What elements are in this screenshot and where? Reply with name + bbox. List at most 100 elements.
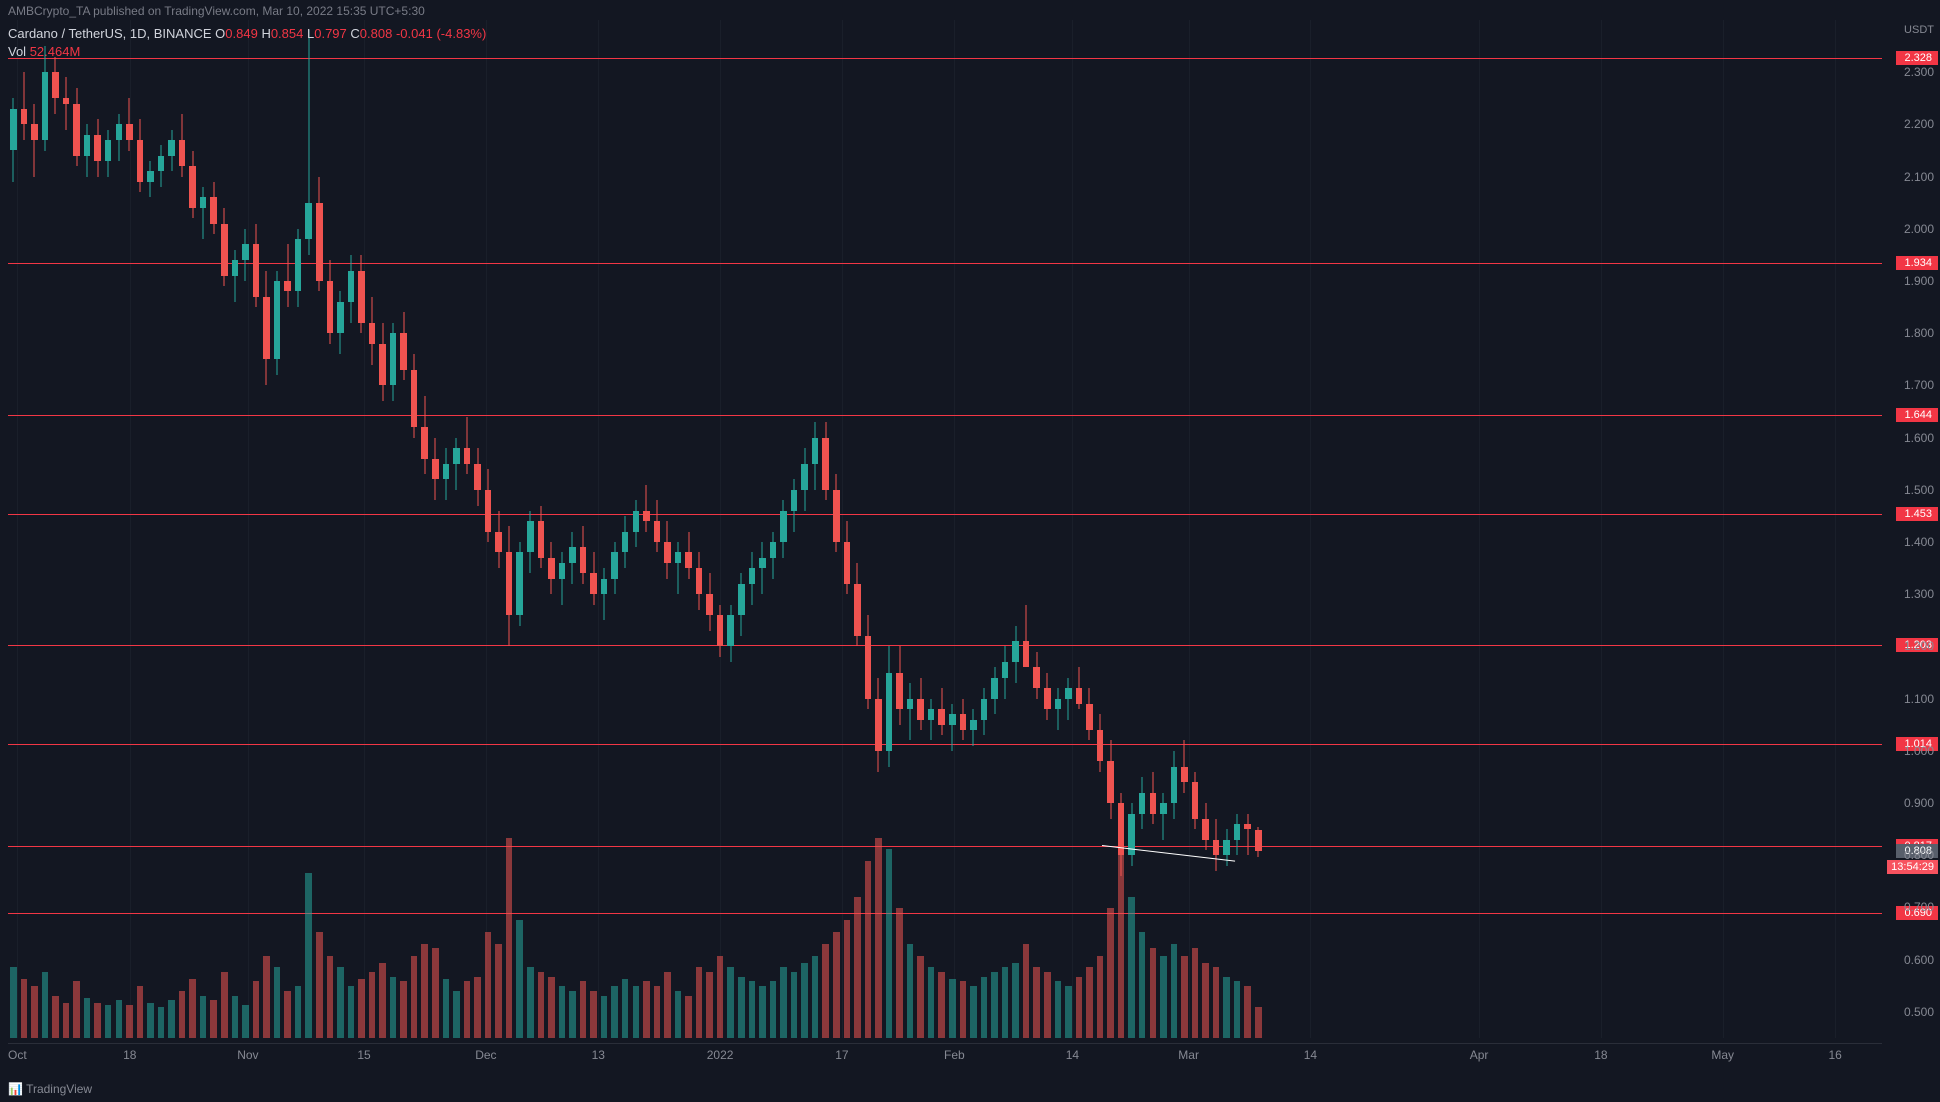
volume-bar[interactable] — [390, 977, 397, 1038]
volume-bar[interactable] — [1055, 981, 1062, 1038]
volume-bar[interactable] — [664, 972, 671, 1038]
volume-bar[interactable] — [253, 981, 260, 1038]
volume-bar[interactable] — [1244, 986, 1251, 1038]
volume-bar[interactable] — [854, 897, 861, 1038]
volume-bar[interactable] — [1076, 977, 1083, 1038]
volume-bar[interactable] — [1012, 963, 1019, 1038]
volume-bar[interactable] — [210, 1000, 217, 1038]
volume-bar[interactable] — [1002, 967, 1009, 1038]
volume-bar[interactable] — [105, 1005, 112, 1038]
volume-bar[interactable] — [379, 963, 386, 1038]
volume-bar[interactable] — [1213, 967, 1220, 1038]
volume-bar[interactable] — [981, 977, 988, 1038]
volume-bar[interactable] — [1128, 897, 1135, 1038]
volume-bar[interactable] — [1234, 981, 1241, 1038]
volume-bar[interactable] — [1150, 948, 1157, 1038]
volume-bar[interactable] — [506, 838, 513, 1038]
volume-bar[interactable] — [1044, 972, 1051, 1038]
volume-bar[interactable] — [590, 991, 597, 1038]
volume-bar[interactable] — [643, 981, 650, 1038]
volume-bar[interactable] — [221, 972, 228, 1038]
volume-bar[interactable] — [284, 991, 291, 1038]
volume-bar[interactable] — [727, 967, 734, 1038]
volume-bar[interactable] — [559, 986, 566, 1038]
volume-bar[interactable] — [474, 977, 481, 1038]
volume-bar[interactable] — [875, 838, 882, 1038]
volume-bar[interactable] — [822, 944, 829, 1038]
volume-bar[interactable] — [337, 967, 344, 1038]
volume-bar[interactable] — [706, 972, 713, 1038]
volume-bar[interactable] — [31, 986, 38, 1038]
volume-bar[interactable] — [749, 981, 756, 1038]
volume-bar[interactable] — [147, 1003, 154, 1038]
volume-bar[interactable] — [601, 996, 608, 1038]
volume-bar[interactable] — [274, 967, 281, 1038]
volume-bar[interactable] — [538, 972, 545, 1038]
volume-bar[interactable] — [516, 920, 523, 1038]
volume-bar[interactable] — [580, 981, 587, 1038]
volume-bar[interactable] — [949, 979, 956, 1038]
volume-bar[interactable] — [633, 986, 640, 1038]
volume-bar[interactable] — [232, 996, 239, 1038]
volume-bar[interactable] — [1181, 956, 1188, 1039]
volume-bar[interactable] — [1255, 1007, 1262, 1038]
volume-bar[interactable] — [137, 986, 144, 1038]
volume-bar[interactable] — [316, 932, 323, 1038]
volume-bar[interactable] — [960, 981, 967, 1038]
volume-bar[interactable] — [622, 979, 629, 1038]
plot-area[interactable]: 2.3281.9341.6441.4531.2031.0140.8170.690… — [8, 20, 1882, 1038]
volume-bar[interactable] — [189, 979, 196, 1038]
volume-bar[interactable] — [453, 991, 460, 1038]
volume-bar[interactable] — [1202, 963, 1209, 1038]
volume-bar[interactable] — [1160, 956, 1167, 1039]
volume-bar[interactable] — [443, 979, 450, 1038]
volume-bar[interactable] — [327, 956, 334, 1039]
volume-bar[interactable] — [84, 998, 91, 1038]
volume-bar[interactable] — [780, 967, 787, 1038]
volume-bar[interactable] — [263, 956, 270, 1039]
volume-bar[interactable] — [991, 972, 998, 1038]
volume-bar[interactable] — [569, 991, 576, 1038]
volume-bar[interactable] — [896, 908, 903, 1038]
y-axis[interactable]: USDT 2.3002.2002.1002.0001.9001.8001.700… — [1884, 20, 1940, 1038]
volume-bar[interactable] — [200, 996, 207, 1038]
volume-bar[interactable] — [938, 972, 945, 1038]
volume-bar[interactable] — [432, 948, 439, 1038]
volume-bar[interactable] — [179, 991, 186, 1038]
volume-bar[interactable] — [358, 979, 365, 1038]
volume-bar[interactable] — [411, 956, 418, 1039]
x-axis[interactable]: Oct18Nov15Dec13202217Feb14Mar14Apr18May1… — [8, 1042, 1882, 1070]
volume-bar[interactable] — [907, 944, 914, 1038]
volume-bar[interactable] — [1171, 944, 1178, 1038]
volume-bar[interactable] — [685, 996, 692, 1038]
volume-bar[interactable] — [917, 956, 924, 1039]
volume-info[interactable]: Vol 52.464M — [8, 44, 80, 59]
volume-bar[interactable] — [421, 944, 428, 1038]
volume-bar[interactable] — [495, 944, 502, 1038]
volume-bar[interactable] — [759, 986, 766, 1038]
volume-bar[interactable] — [464, 981, 471, 1038]
volume-bar[interactable] — [1223, 977, 1230, 1038]
volume-bar[interactable] — [791, 972, 798, 1038]
volume-bar[interactable] — [63, 1003, 70, 1038]
volume-bar[interactable] — [1065, 986, 1072, 1038]
volume-bar[interactable] — [168, 1000, 175, 1038]
volume-bar[interactable] — [295, 986, 302, 1038]
volume-bar[interactable] — [94, 1003, 101, 1038]
volume-bar[interactable] — [400, 981, 407, 1038]
volume-bar[interactable] — [126, 1005, 133, 1038]
volume-bar[interactable] — [1023, 944, 1030, 1038]
volume-bar[interactable] — [158, 1007, 165, 1038]
volume-bar[interactable] — [73, 981, 80, 1038]
volume-bar[interactable] — [52, 996, 59, 1038]
volume-bar[interactable] — [21, 979, 28, 1038]
volume-bar[interactable] — [1086, 967, 1093, 1038]
volume-bar[interactable] — [812, 956, 819, 1039]
volume-bar[interactable] — [770, 981, 777, 1038]
volume-bar[interactable] — [548, 977, 555, 1038]
volume-bar[interactable] — [485, 932, 492, 1038]
volume-bar[interactable] — [717, 956, 724, 1039]
volume-bar[interactable] — [801, 963, 808, 1038]
volume-bar[interactable] — [928, 967, 935, 1038]
volume-bar[interactable] — [865, 861, 872, 1038]
